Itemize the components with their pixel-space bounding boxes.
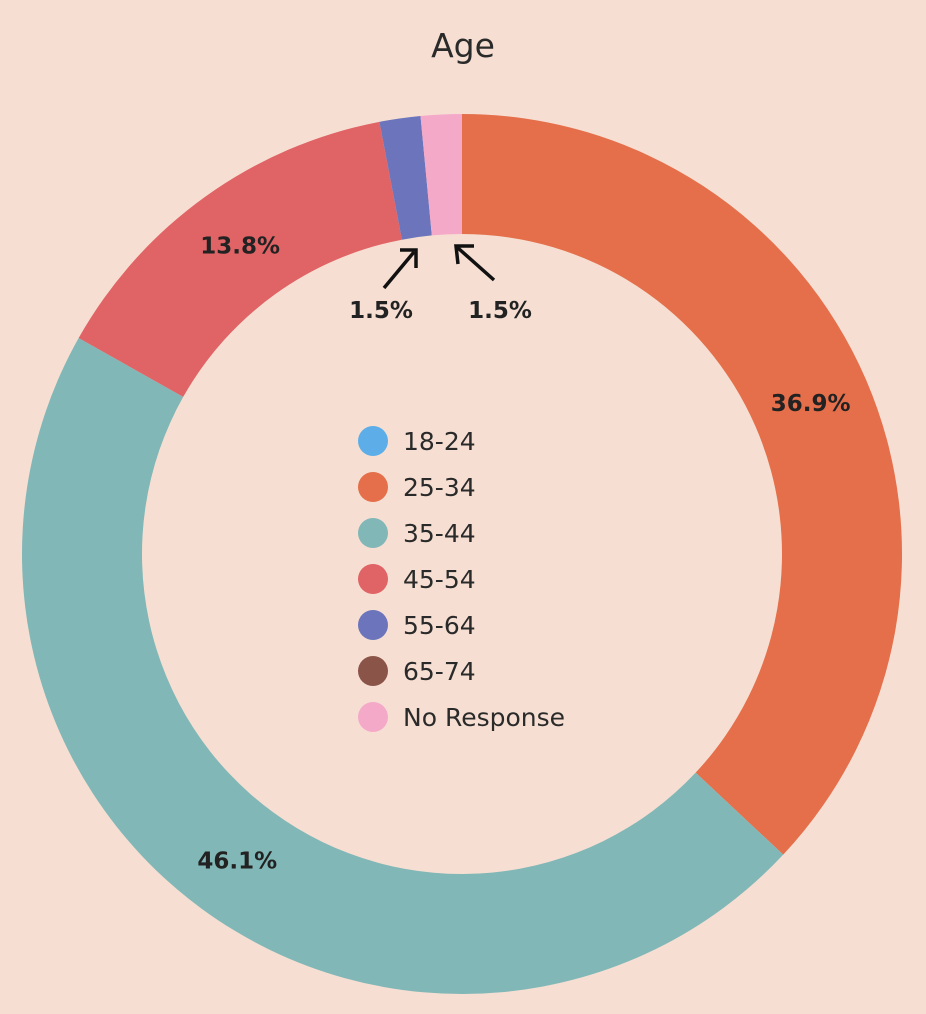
data-label: 13.8% [200,233,280,259]
legend-label: No Response [403,702,566,732]
legend-item: No Response [358,694,565,740]
slice-25-34 [462,114,902,855]
legend-swatch [358,472,388,502]
legend-item: 45-54 [358,556,565,602]
slice-35-44 [22,338,784,994]
legend-swatch [358,564,388,594]
data-label: 36.9% [771,391,851,417]
data-label: 1.5% [349,298,413,324]
chart-title: Age [431,26,495,65]
arrow-icon [454,244,496,282]
legend-item: 18-24 [358,418,565,464]
legend-swatch [358,656,388,686]
legend-swatch [358,518,388,548]
data-label: 1.5% [468,298,532,324]
legend-label: 45-54 [403,564,476,594]
slice-55-64 [379,115,432,240]
legend-label: 65-74 [403,656,476,686]
legend: 18-24 25-34 35-44 45-54 55-64 65-74 No Respons… [358,418,565,740]
slice-no-response [420,114,462,236]
legend-label: 35-44 [403,518,476,548]
legend-label: 18-24 [403,426,476,456]
legend-item: 55-64 [358,602,565,648]
legend-label: 25-34 [403,472,476,502]
legend-swatch [358,610,388,640]
arrow-icon [382,248,418,290]
slice-45-54 [78,121,402,397]
legend-swatch [358,426,388,456]
legend-item: 25-34 [358,464,565,510]
legend-label: 55-64 [403,610,476,640]
legend-item: 65-74 [358,648,565,694]
legend-swatch [358,702,388,732]
legend-item: 35-44 [358,510,565,556]
data-label: 46.1% [197,848,277,874]
